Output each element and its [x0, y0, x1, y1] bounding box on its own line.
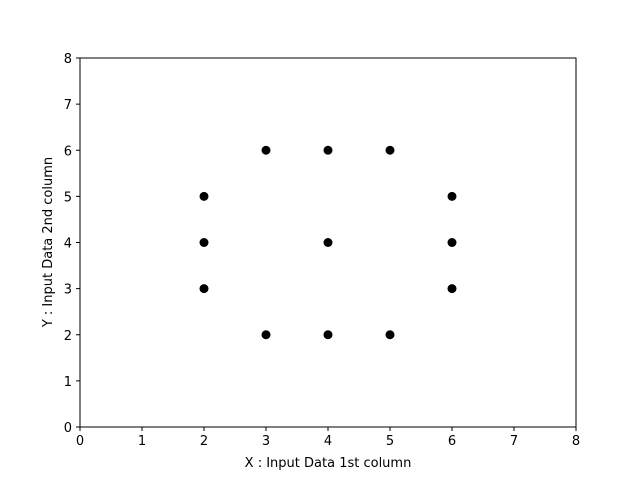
x-tick-label: 1: [138, 434, 146, 449]
data-points: [199, 145, 457, 340]
data-point: [447, 191, 457, 201]
data-point: [261, 330, 271, 340]
x-tick-label: 2: [200, 434, 208, 449]
data-point: [447, 238, 457, 247]
data-point: [447, 284, 457, 294]
data-point: [385, 145, 395, 155]
y-tick-label: 3: [64, 283, 72, 298]
y-tick-label: 5: [64, 190, 72, 205]
y-tick-label: 7: [64, 98, 72, 113]
y-tick-label: 6: [64, 144, 72, 159]
y-tick-label: 0: [64, 421, 72, 436]
x-tick-label: 4: [324, 434, 332, 449]
y-tick-label: 2: [64, 329, 72, 344]
data-point: [199, 284, 209, 294]
y-axis-ticks: 0 1 2 3 4 5 6 7 8: [64, 52, 80, 436]
data-point: [199, 191, 209, 201]
y-tick-label: 4: [64, 237, 72, 252]
x-tick-label: 6: [448, 434, 456, 449]
x-tick-label: 7: [510, 434, 518, 449]
y-tick-label: 8: [64, 52, 72, 67]
data-point: [323, 330, 333, 340]
x-axis-ticks: 0 1 2 3 4 5 6 7 8: [76, 427, 580, 449]
x-axis-label: X : Input Data 1st column: [245, 456, 412, 471]
y-axis-label: Y : Input Data 2nd column: [41, 157, 56, 328]
x-tick-label: 0: [76, 434, 84, 449]
data-point: [261, 145, 271, 155]
data-point: [385, 330, 395, 340]
data-point: [199, 238, 209, 247]
data-point: [323, 238, 333, 247]
x-tick-label: 3: [262, 434, 270, 449]
x-tick-label: 5: [386, 434, 394, 449]
y-tick-label: 1: [64, 375, 72, 390]
data-point: [323, 145, 333, 155]
x-tick-label: 8: [572, 434, 580, 449]
